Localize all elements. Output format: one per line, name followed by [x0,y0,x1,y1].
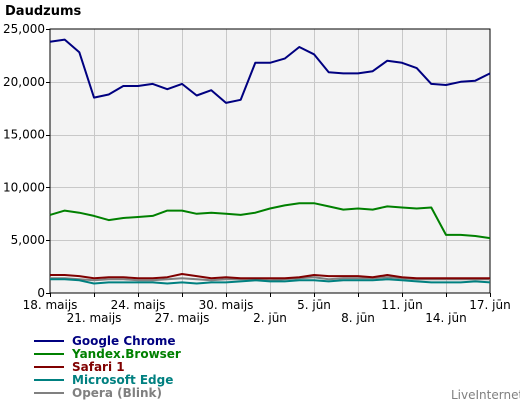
y-tick-label: 5,000 [11,233,45,247]
y-tick-label: 20,000 [3,75,45,89]
series-line-opera-blink [50,276,490,282]
x-tick-label: 11. jūn [381,298,422,312]
y-axis: 0 5,000 10,000 15,000 20,000 25,000 [3,22,50,300]
x-tick-label: 21. maijs [67,311,122,325]
series-line-yandex-browser [49,202,491,240]
chart-title: Daudzums [5,4,81,19]
legend-label-safari-1: Safari 1 [72,360,125,374]
y-tick-label: 25,000 [3,22,45,36]
x-tick-label: 27. maijs [155,311,210,325]
y-tick-label: 0 [37,286,45,300]
source-label: LiveInternet [451,388,520,402]
legend-label-yandex-browser: Yandex.Browser [71,347,181,361]
x-tick-label: 17. jūn [469,298,510,312]
x-tick-label: 5. jūn [297,298,331,312]
x-tick-label: 18. maijs [23,298,78,312]
plot-area [49,28,491,294]
x-tick-label: 24. maijs [111,298,166,312]
series-line-safari-1 [50,273,490,280]
x-tick-label: 30. maijs [199,298,254,312]
x-tick-label: 2. jūn [253,311,287,325]
y-tick-label: 10,000 [3,180,45,194]
legend-label-google-chrome: Google Chrome [72,334,176,348]
y-tick-label: 15,000 [3,128,45,142]
series-line-google-chrome [49,38,491,104]
series-line-microsoft-edge [50,278,491,285]
x-tick-label: 8. jūn [341,311,375,325]
legend-label-microsoft-edge: Microsoft Edge [72,373,173,387]
x-tick-label: 14. jūn [425,311,466,325]
series-layer [49,38,491,285]
legend-label-opera-blink: Opera (Blink) [72,386,162,400]
